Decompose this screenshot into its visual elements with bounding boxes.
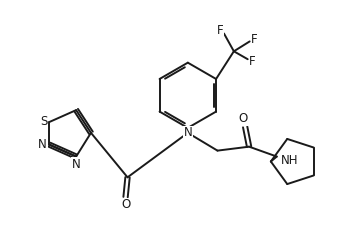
Text: O: O [121, 198, 130, 212]
Text: N: N [183, 126, 192, 139]
Text: O: O [238, 113, 248, 125]
Text: N: N [72, 158, 81, 171]
Text: F: F [249, 55, 256, 68]
Text: N: N [38, 138, 47, 151]
Text: NH: NH [281, 154, 298, 167]
Text: F: F [217, 24, 223, 37]
Text: S: S [40, 115, 47, 129]
Text: F: F [251, 33, 258, 46]
